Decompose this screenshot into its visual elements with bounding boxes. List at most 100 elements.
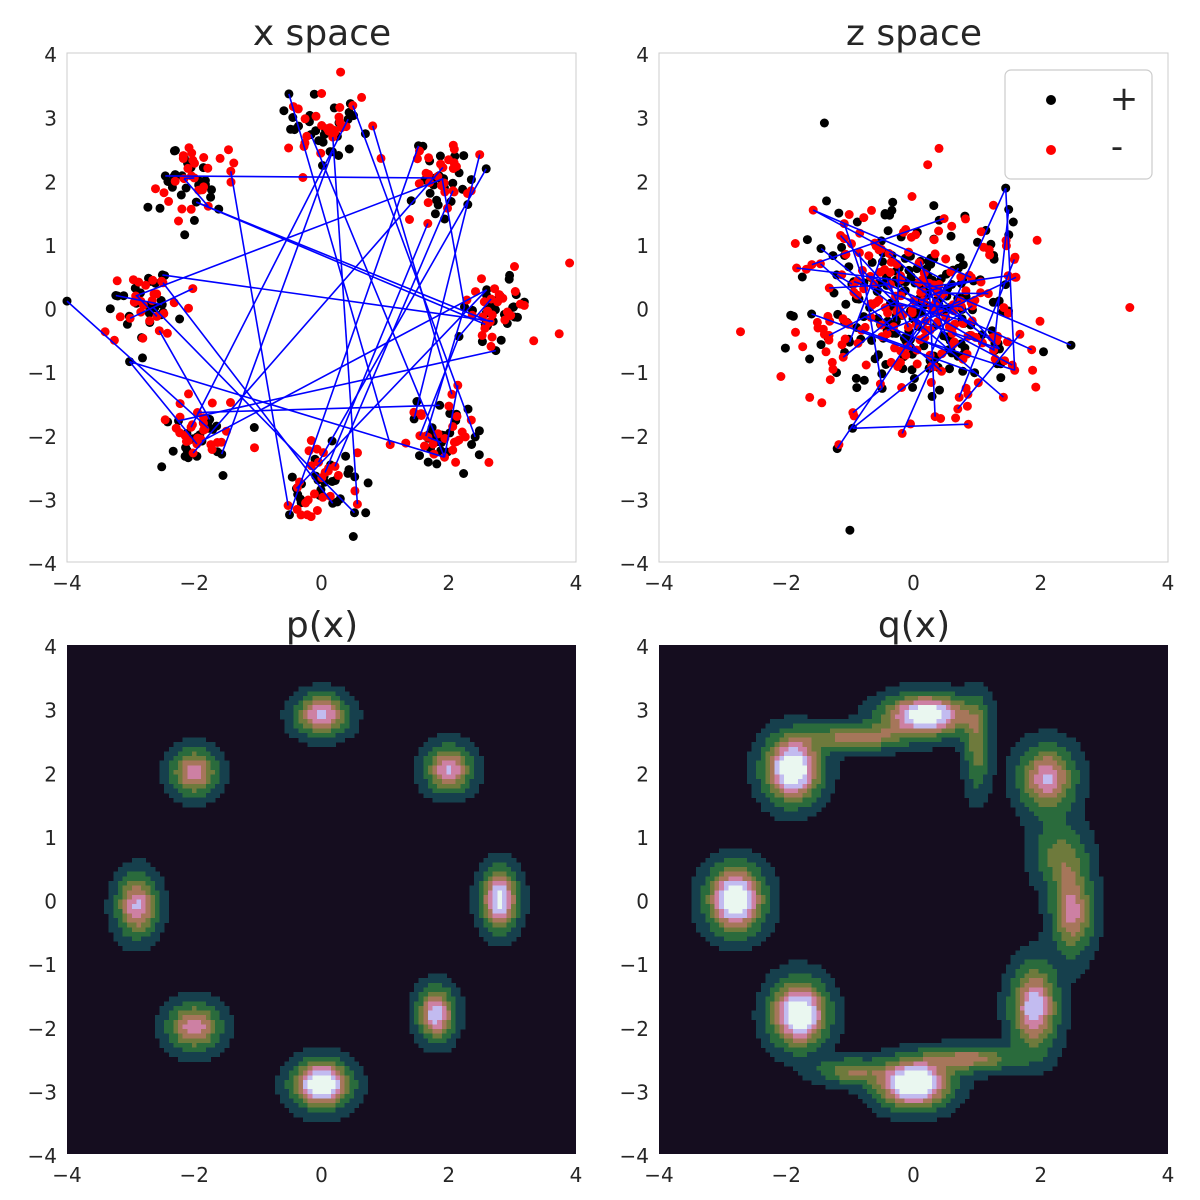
density-cell [182,1005,188,1011]
density-cell [104,908,110,914]
x-space-panel: x space −4 −2 0 2 4 −4 −3 −2 −1 0 1 2 3 … [28,13,583,595]
density-cell [182,1001,188,1007]
density-cell [455,788,461,794]
density-cell [797,783,803,789]
density-cell [751,1015,757,1021]
density-cell [807,1042,813,1048]
density-cell [793,1015,799,1021]
density-cell [187,765,193,771]
density-cell [839,728,845,734]
density-cell [894,742,901,748]
density-cell [756,992,762,998]
density-cell [927,728,933,734]
density-cell [987,1038,993,1044]
density-cell [201,1010,207,1016]
density-cell [964,1042,970,1048]
density-cell [969,760,975,766]
density-cell [746,894,752,900]
density-cell [154,1019,160,1025]
density-cell [289,1056,295,1062]
density-cell [478,904,484,910]
density-cell [312,1066,318,1072]
density-cell [774,723,780,729]
density-cell [774,788,780,794]
density-cell [964,732,970,738]
density-cell [483,899,489,905]
density-cell [811,1075,817,1081]
density-cell [182,1015,188,1021]
density-cell [437,793,443,799]
density-cell [154,880,160,887]
density-cell [834,751,840,757]
density-cell [816,728,822,734]
point-negative [203,163,213,173]
density-cell [959,1061,965,1067]
density-cell [770,1015,776,1021]
density-cell [474,871,480,877]
density-cell [340,700,346,706]
density-cell [117,927,123,933]
density-cell [964,760,970,766]
density-cell [723,885,729,891]
density-cell [834,1019,840,1025]
density-cell [830,1042,836,1048]
link-line [295,289,488,490]
density-cell [853,742,859,748]
density-cell [918,1066,924,1072]
density-cell [918,1084,924,1090]
density-cell [483,880,489,887]
density-cell [1015,765,1021,771]
density-cell [455,1029,461,1035]
density-cell [182,737,188,743]
density-cell [224,779,230,785]
density-cell [802,783,808,789]
density-cell [1015,751,1021,757]
x-tick-label: −4 [52,571,81,595]
density-cell [141,890,147,896]
density-cell [853,719,859,725]
density-cell [1015,756,1021,762]
density-cell [321,742,327,748]
density-cell [474,890,480,896]
density-cell [936,1084,942,1090]
density-cell [340,1089,346,1095]
density-cell [349,714,355,720]
density-cell [811,751,817,757]
density-cell [1015,1066,1021,1072]
density-cell [982,1066,988,1072]
density-cell [136,922,142,928]
density-cell [187,992,193,998]
density-cell [811,1047,817,1053]
density-cell [894,1052,901,1058]
point-positive [430,209,440,219]
density-cell [423,756,429,762]
density-cell [326,742,332,748]
density-cell [973,728,979,734]
point-negative [250,443,259,453]
density-cell [733,871,739,877]
density-cell [284,1079,290,1085]
density-cell [737,913,743,919]
density-cell [312,682,318,688]
density-cell [446,783,452,789]
density-cell [446,797,452,803]
density-cell [839,1079,845,1085]
density-cell [862,700,868,706]
density-cell [955,1079,961,1085]
density-cell [908,1042,914,1048]
density-cell [807,1033,813,1039]
density-cell [122,871,128,877]
density-cell [742,862,748,868]
density-cell [1010,769,1016,775]
density-cell [978,705,984,711]
legend-label-positive: + [1110,79,1139,119]
density-cell [816,1033,822,1039]
density-cell [446,732,452,738]
density-cell [969,691,975,697]
density-cell [446,1024,452,1030]
density-cell [483,862,489,868]
density-cell [779,1029,785,1035]
density-cell [793,779,799,785]
density-cell [918,732,924,738]
density-cell [483,890,489,896]
